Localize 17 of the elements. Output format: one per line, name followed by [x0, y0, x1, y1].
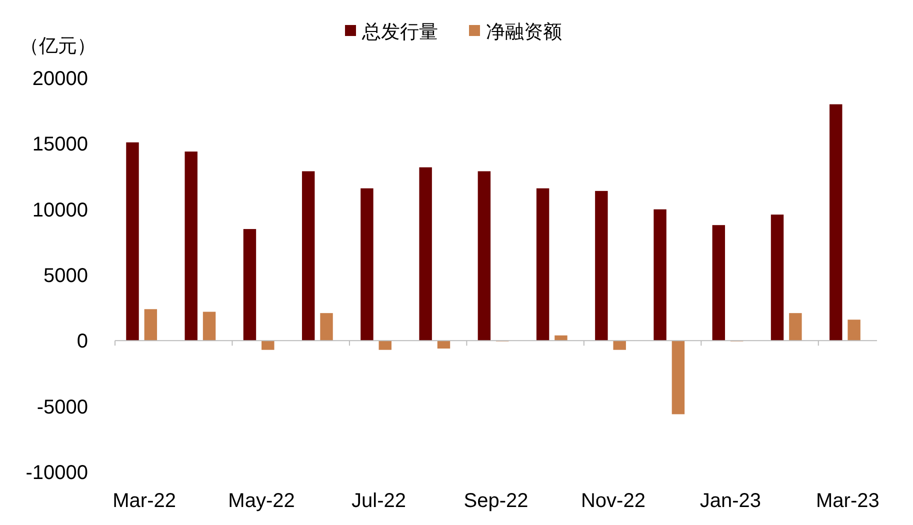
ytick: 0	[76, 330, 88, 353]
ytick: 10000	[32, 199, 88, 222]
xtick: Jan-23	[700, 490, 762, 512]
xtick: May-22	[228, 490, 295, 512]
xtick: Mar-23	[816, 490, 880, 512]
xtick: Sep-22	[464, 490, 528, 512]
ytick: -10000	[26, 462, 88, 484]
legend-label: 净融资额	[486, 22, 562, 43]
xtick: Jul-22	[352, 490, 406, 512]
ylabel: （亿元）	[20, 36, 96, 57]
ytick: 5000	[44, 265, 88, 287]
ytick: -5000	[36, 396, 88, 418]
ytick: 20000	[32, 68, 88, 90]
xtick: Mar-22	[112, 490, 176, 512]
xtick: Nov-22	[581, 490, 646, 512]
ytick: 15000	[32, 134, 88, 156]
legend-label: 总发行量	[362, 22, 438, 43]
